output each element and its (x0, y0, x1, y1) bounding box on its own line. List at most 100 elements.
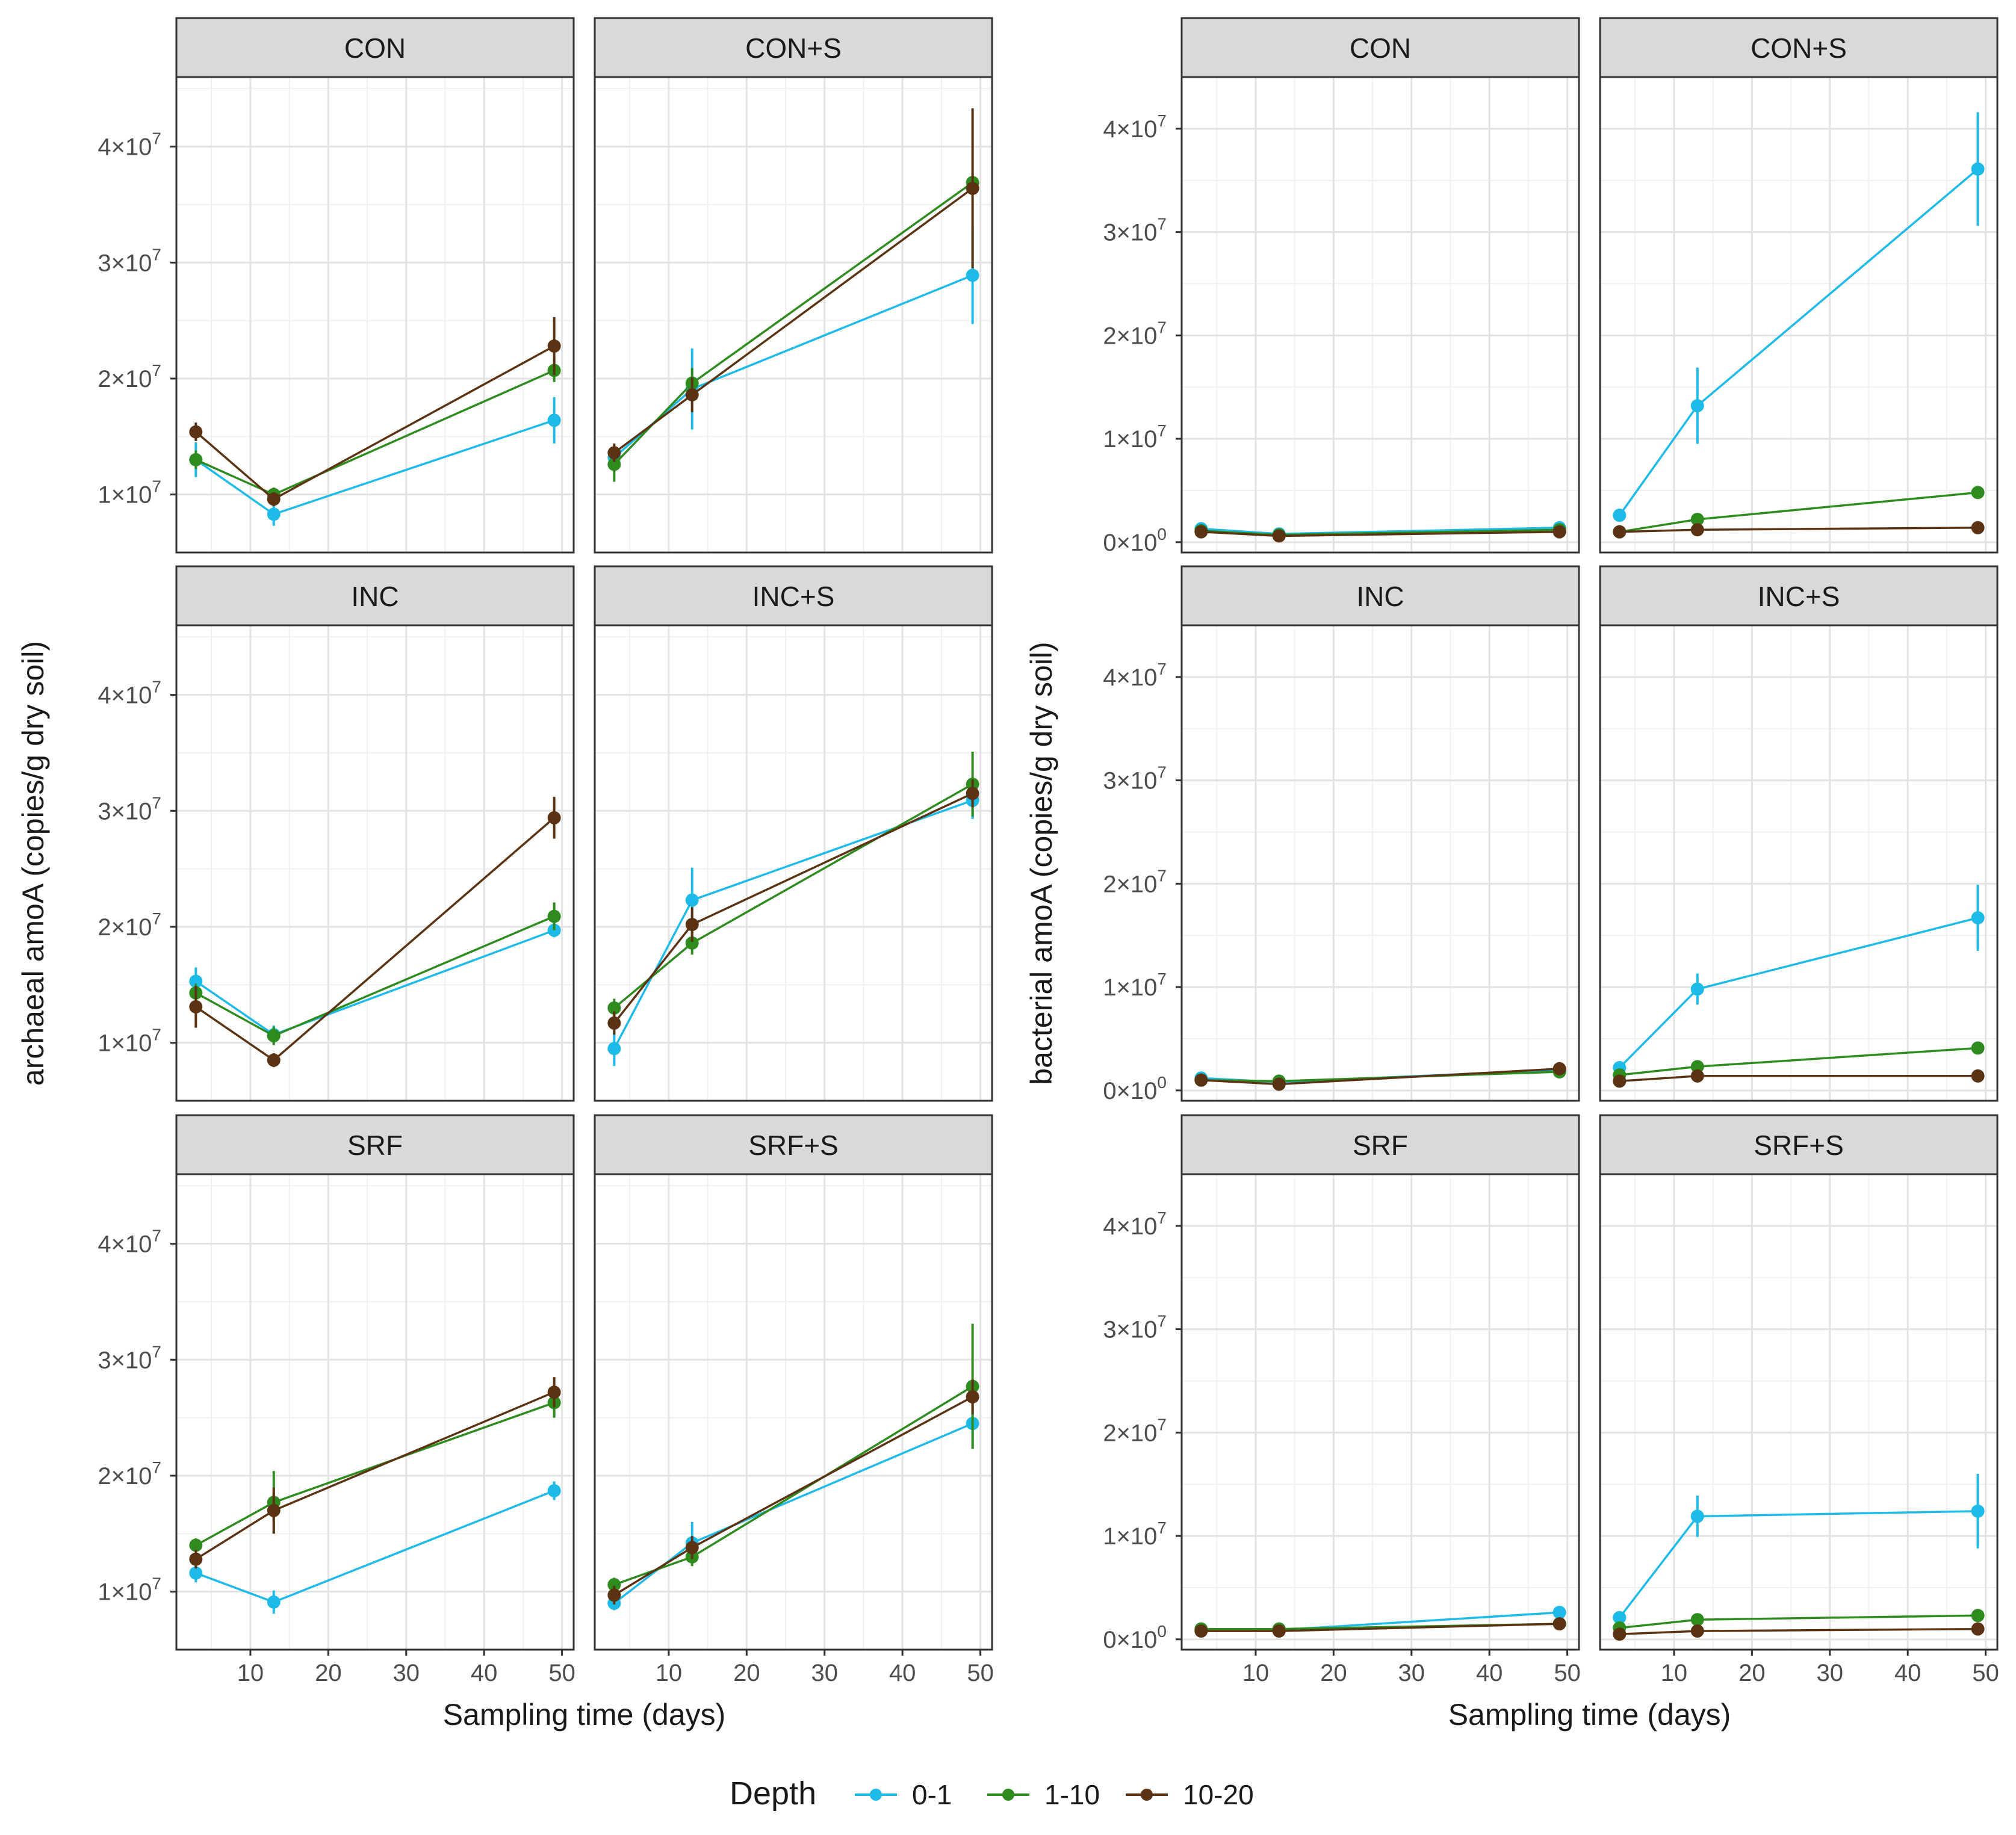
legend-entry-1-10: 1-10 (987, 1779, 1100, 1810)
data-point (189, 453, 203, 466)
series-0-1 (1613, 1474, 1985, 1624)
series-10-20 (189, 797, 561, 1068)
panel-background (1600, 625, 1997, 1101)
facet-panel-inc-plus-s: INC+S (594, 565, 993, 1102)
facet-label: INC+S (752, 581, 835, 612)
data-point (1971, 162, 1985, 176)
x-tick-label: 40 (471, 1660, 498, 1686)
series-0-1 (1613, 112, 1985, 522)
panel-border (175, 1173, 575, 1651)
x-tick-label: 40 (1476, 1660, 1503, 1686)
series-10-20 (607, 108, 979, 462)
data-point (607, 1588, 621, 1602)
facet-panel-srf-plus-s: SRF+S 10 20 30 40 50 (594, 1114, 994, 1686)
data-point (547, 1484, 561, 1498)
x-tick-label: 20 (315, 1660, 342, 1686)
y-tick-label: 1×107 (1103, 970, 1167, 1001)
facet-label: CON+S (745, 32, 842, 64)
y-axis-title: bacterial amoA (copies/g dry soil) (1025, 642, 1058, 1085)
panel-border (1599, 76, 1999, 554)
data-point (607, 1016, 621, 1030)
data-point (966, 268, 979, 282)
panel-border (175, 76, 575, 554)
data-point (1613, 1074, 1627, 1088)
facet-label: INC (1356, 581, 1404, 612)
data-point (189, 425, 203, 439)
y-tick-label: 1×107 (98, 1026, 161, 1057)
series-1-10 (1613, 1041, 1985, 1082)
data-point (267, 507, 281, 521)
x-tick-label: 50 (1554, 1660, 1581, 1686)
data-point (267, 492, 281, 506)
x-tick-label: 10 (656, 1660, 683, 1686)
data-point (1971, 1041, 1985, 1055)
data-point (607, 1042, 621, 1056)
data-point (547, 413, 561, 427)
data-point (1552, 1617, 1566, 1631)
data-point (1690, 982, 1704, 996)
data-point (547, 1385, 561, 1399)
y-tick-label: 4×107 (1103, 660, 1167, 691)
y-tick-label: 0×100 (1103, 1622, 1167, 1653)
facet-strip (1180, 17, 1580, 78)
data-point (189, 1552, 203, 1566)
panel-background (1600, 1174, 1997, 1650)
data-point (1971, 486, 1985, 500)
facet-panel-con: CON 1×107 2×107 3×107 4×107 (98, 17, 575, 554)
legend-label: 10-20 (1183, 1779, 1254, 1810)
x-tick-label: 50 (548, 1660, 575, 1686)
facet-strip (1599, 565, 1999, 627)
data-point (267, 1053, 281, 1067)
facet-strip (175, 17, 575, 78)
data-point (1552, 1062, 1566, 1075)
data-point (1690, 1624, 1704, 1638)
data-point (685, 936, 699, 950)
data-point (1613, 509, 1627, 522)
data-point (1690, 399, 1704, 413)
data-point (547, 339, 561, 353)
y-tick-label: 4×107 (98, 129, 161, 161)
facet-strip (175, 565, 575, 627)
data-point (607, 446, 621, 460)
x-tick-label: 10 (237, 1660, 264, 1686)
y-tick-label: 3×107 (1103, 1312, 1167, 1343)
series-10-20 (1613, 1622, 1985, 1641)
panel-background (1600, 77, 1997, 552)
data-point (1552, 525, 1566, 539)
legend: Depth 0-1 1-10 10-20 (730, 1775, 1254, 1812)
panel-border (1180, 624, 1580, 1102)
x-tick-label: 20 (1320, 1660, 1347, 1686)
facet-panel-srf: SRF 0×100 1×107 2×107 3×107 4×107 10 20 30 40 50 (1103, 1114, 1581, 1686)
panel-border (594, 624, 993, 1102)
y-tick-label: 4×107 (98, 678, 161, 709)
panel-background (176, 625, 574, 1101)
facet-strip (1180, 1114, 1580, 1175)
data-point (607, 457, 621, 471)
facet-panel-inc: INC 0×100 1×107 2×107 3×107 4×107 (1103, 565, 1580, 1104)
y-tick-label: 3×107 (1103, 763, 1167, 794)
data-point (1971, 1504, 1985, 1518)
x-tick-label: 50 (967, 1660, 994, 1686)
data-point (1971, 1069, 1985, 1083)
x-tick-label: 20 (1738, 1660, 1766, 1686)
data-point (607, 1001, 621, 1015)
panel-border (175, 624, 575, 1102)
y-axis-title: archaeal amoA (copies/g dry soil) (16, 641, 50, 1086)
legend-title: Depth (730, 1775, 816, 1812)
y-tick-label: 3×107 (1103, 215, 1167, 246)
panel-border (1599, 1173, 1999, 1651)
x-tick-label: 10 (1661, 1660, 1688, 1686)
facet-panel-srf: SRF 1×107 2×107 3×107 4×107 10 20 30 40 50 (98, 1114, 575, 1686)
panel-background (176, 1174, 574, 1650)
y-tick-label: 2×107 (98, 361, 161, 392)
data-point (267, 1503, 281, 1517)
panel-background (595, 1174, 992, 1650)
data-point (1690, 1060, 1704, 1074)
facet-strip (175, 1114, 575, 1175)
series-0-1 (189, 1481, 561, 1614)
y-tick-label: 2×107 (1103, 318, 1167, 349)
data-point (547, 909, 561, 923)
facet-strip (1180, 565, 1580, 627)
y-tick-label: 0×100 (1103, 525, 1167, 556)
